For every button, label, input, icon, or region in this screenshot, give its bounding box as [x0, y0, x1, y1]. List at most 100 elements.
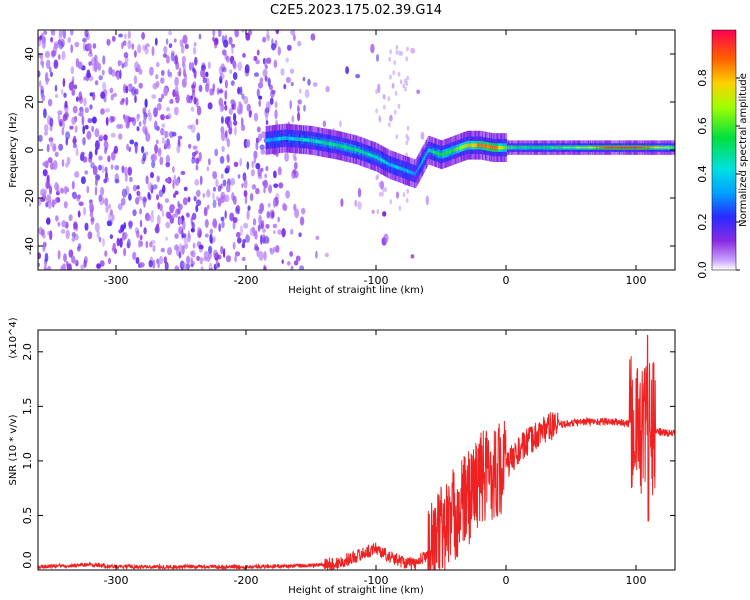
spectrogram-ridge-cell	[542, 146, 544, 149]
spectrogram-noise-cell	[299, 88, 302, 94]
spectrogram-noise-cell	[216, 87, 220, 96]
spectrogram-noise-cell	[49, 138, 54, 148]
spectrogram-noise-cell	[75, 96, 79, 102]
spectrogram-ridge-cell	[454, 148, 457, 152]
spectrogram-noise-cell	[188, 61, 193, 71]
spectrogram-noise-cell	[249, 193, 254, 202]
spectrogram-noise-cell	[44, 50, 51, 59]
spectrogram-ridge-cell	[269, 138, 272, 142]
spectrogram-ridge-cell	[362, 150, 364, 154]
spectrogram-noise-cell	[46, 182, 51, 189]
spectrogram-noise-cell	[54, 198, 57, 205]
spectrogram-noise-cell	[124, 33, 127, 40]
spectrogram-ridge-cell	[657, 146, 659, 149]
spectrogram-noise-cell	[163, 46, 168, 54]
spectrogram-noise-cell	[196, 255, 200, 262]
spectrogram-ridge-cell	[613, 146, 616, 149]
spectrogram-noise-cell	[177, 135, 183, 140]
spectrogram-noise-cell	[119, 237, 123, 248]
spectrogram-noise-cell	[290, 228, 294, 235]
spectrogram-ridge-cell	[594, 146, 596, 149]
spectrogram-ridge-cell	[295, 137, 298, 141]
spectrogram-noise-cell	[165, 236, 168, 241]
spectrogram-ridge-cell	[379, 157, 382, 162]
spectrogram-ridge-cell	[597, 146, 599, 149]
spectrogram-noise-cell	[250, 169, 255, 177]
spectrogram-noise-cell	[123, 166, 129, 177]
spectrogram-ridge-cell	[487, 144, 489, 149]
spectrogram-ridge-cell	[509, 146, 512, 149]
spectrogram-noise-cell	[241, 242, 246, 249]
spectrogram-ridge-cell	[551, 146, 553, 149]
spectrogram-noise-cell	[44, 124, 49, 133]
spectrogram-noise-cell	[156, 61, 160, 68]
spectrogram-ridge-cell	[294, 137, 296, 141]
spectrogram-noise-cell	[141, 157, 146, 165]
spectrogram-noise-cell	[110, 132, 116, 138]
spectrogram-noise-cell	[206, 189, 211, 198]
spectrogram-ridge-cell	[610, 146, 613, 149]
spectrogram-noise-cell	[98, 134, 104, 141]
spectrogram-ridge-cell	[461, 145, 463, 150]
spectrogram-ridge-cell	[533, 146, 536, 149]
spectrogram-ridge-cell	[662, 146, 665, 149]
chart-title: C2E5.2023.175.02.39.G14	[270, 3, 442, 18]
spectrogram-noise-cell	[221, 220, 225, 229]
spectrogram-ridge-cell	[306, 138, 308, 142]
spectrogram-noise-cell	[220, 173, 224, 179]
spectrogram-noise-cell	[375, 53, 380, 62]
spectrogram-noise-cell	[94, 140, 100, 151]
spectrogram-noise-cell	[160, 127, 165, 136]
spectrogram-noise-cell	[99, 260, 105, 267]
spectrogram-ridge-cell	[592, 146, 594, 149]
spectrogram-noise-cell	[195, 98, 199, 108]
spectrogram-ridge-cell	[590, 146, 592, 149]
spectrogram-ridge-cell	[320, 140, 322, 144]
spectrogram-noise-cell	[297, 40, 302, 47]
spectrogram-noise-cell	[223, 100, 227, 106]
spectrogram-noise-cell	[357, 201, 362, 210]
spectrogram-noise-cell	[265, 101, 271, 111]
spectrogram-noise-cell	[159, 156, 164, 166]
spectrogram-noise-cell	[264, 75, 268, 82]
spectrogram-noise-cell	[91, 57, 96, 67]
spectrogram-ridge-cell	[310, 138, 312, 143]
spectrogram-noise-cell	[272, 246, 276, 253]
spectrogram-noise-cell	[77, 61, 83, 70]
spectrogram-ridge-cell	[660, 146, 663, 149]
spectrogram-ridge-cell	[467, 143, 469, 147]
spectrogram-ridge-cell	[661, 146, 664, 149]
spectrogram-ridge-cell	[413, 171, 415, 176]
spectrogram-ridge-cell	[497, 145, 499, 150]
spectrogram-ridge-cell	[316, 139, 318, 144]
spectrogram-noise-cell	[278, 182, 284, 189]
spectrogram-noise-cell	[86, 185, 90, 194]
spectrogram-noise-cell	[388, 122, 391, 128]
spectrogram-noise-cell	[174, 86, 179, 93]
spectrogram-ridge-cell	[442, 152, 444, 157]
spectrogram-ridge-cell	[449, 149, 451, 154]
spectrogram-noise-cell	[138, 239, 141, 248]
spectrogram-noise-cell	[228, 125, 233, 135]
spectrogram-noise-cell	[87, 118, 93, 124]
spectrogram-noise-cell	[73, 84, 78, 90]
spectrogram-noise-cell	[191, 157, 196, 164]
spectrogram-noise-cell	[193, 42, 197, 47]
spectrogram-noise-cell	[105, 116, 109, 126]
spectrogram-noise-cell	[57, 250, 61, 260]
spectrogram-noise-cell	[245, 139, 251, 148]
spectrogram-noise-cell	[187, 196, 191, 203]
spectrogram-ridge-cell	[581, 146, 584, 149]
spectrogram-noise-cell	[174, 178, 180, 186]
spectrogram-noise-cell	[244, 195, 248, 205]
spectrogram-noise-cell	[246, 161, 250, 170]
spectrogram-noise-cell	[38, 70, 41, 78]
spectrogram-ridge-cell	[430, 149, 433, 153]
spectrogram-noise-cell	[173, 55, 179, 65]
spectrogram-noise-cell	[40, 60, 44, 66]
spectrogram-noise-cell	[231, 44, 234, 55]
x-tick-label: -300	[104, 274, 129, 287]
spectrogram-noise-cell	[170, 52, 175, 62]
spectrogram-noise-cell	[144, 47, 149, 55]
spectrogram-ridge-cell	[579, 146, 581, 149]
